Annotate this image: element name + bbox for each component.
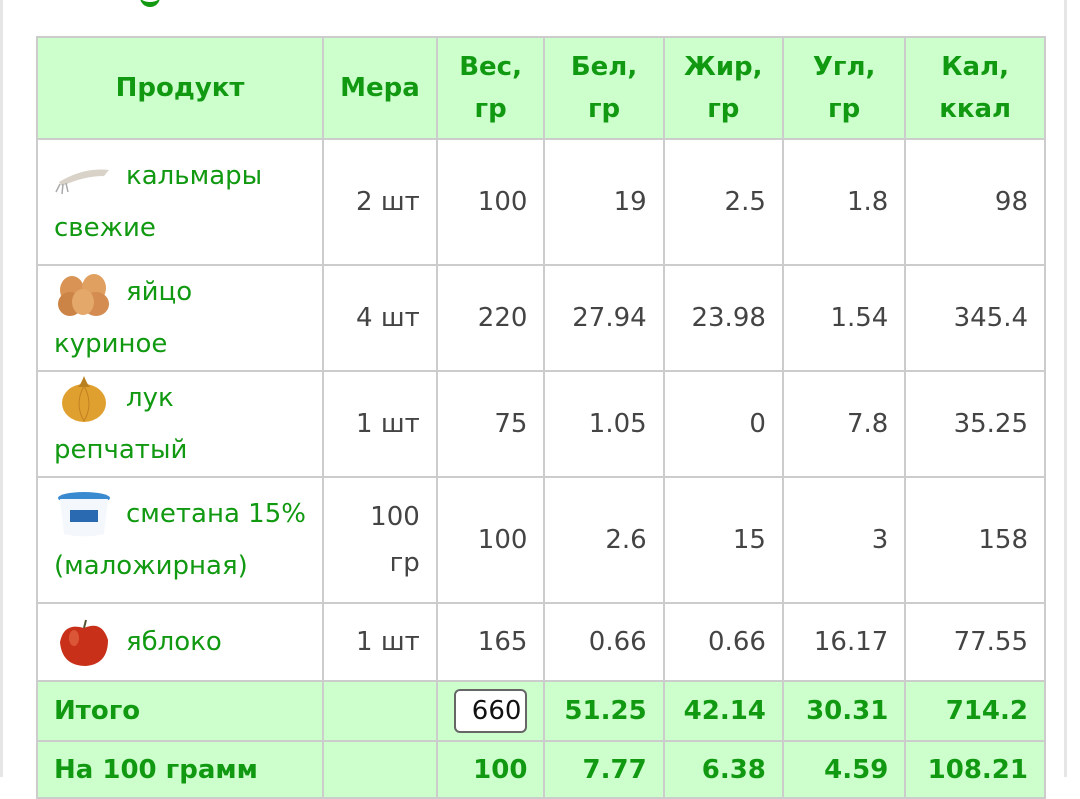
kcal-cell: 35.25 <box>904 370 1046 478</box>
fat-cell: 23.98 <box>662 264 784 372</box>
weight-cell: 220 <box>435 264 546 372</box>
per100-carbs: 4.59 <box>781 740 907 799</box>
product-cell: кальмары свежие <box>35 138 325 266</box>
header-row: Продукт Мера Вес, гр Бел, гр Жир, гр Угл… <box>35 36 1046 140</box>
per100-weight: 100 <box>435 740 546 799</box>
measure-cell: 4 шт <box>322 264 438 372</box>
measure-cell: 1 шт <box>322 602 438 682</box>
measure-cell: 100 гр <box>322 476 438 604</box>
weight-cell: 100 <box>435 138 546 266</box>
protein-cell: 0.66 <box>543 602 665 682</box>
product-link[interactable]: яблоко <box>126 627 222 657</box>
carbs-cell: 7.8 <box>781 370 907 478</box>
col-carbs: Угл, гр <box>781 36 907 140</box>
protein-cell: 27.94 <box>543 264 665 372</box>
kcal-cell: 77.55 <box>904 602 1046 682</box>
carbs-cell: 1.8 <box>781 138 907 266</box>
total-row: Итого 660 51.25 42.14 30.31 714.2 <box>35 680 1046 742</box>
table-row: яблоко 1 шт 165 0.66 0.66 16.17 77.55 <box>35 602 1046 682</box>
protein-cell: 2.6 <box>543 476 665 604</box>
nutrition-table: Продукт Мера Вес, гр Бел, гр Жир, гр Угл… <box>35 36 1046 799</box>
protein-cell: 1.05 <box>543 370 665 478</box>
product-link[interactable]: сметана 15% (маложирная) <box>54 499 306 581</box>
measure-cell: 1 шт <box>322 370 438 478</box>
heading-fragment <box>140 0 160 7</box>
per100-row: На 100 грамм 100 7.77 6.38 4.59 108.21 <box>35 740 1046 799</box>
per100-label: На 100 грамм <box>35 740 325 799</box>
fat-cell: 0.66 <box>662 602 784 682</box>
table-row: лук репчатый 1 шт 75 1.05 0 7.8 35.25 <box>35 370 1046 478</box>
total-measure <box>322 680 438 742</box>
weight-cell: 165 <box>435 602 546 682</box>
product-cell: лук репчатый <box>35 370 325 478</box>
kcal-cell: 158 <box>904 476 1046 604</box>
product-cell: яйцо куриное <box>35 264 325 372</box>
col-product: Продукт <box>35 36 325 140</box>
col-protein: Бел, гр <box>543 36 665 140</box>
product-cell: яблоко <box>35 602 325 682</box>
fat-cell: 0 <box>662 370 784 478</box>
total-fat: 42.14 <box>662 680 784 742</box>
col-kcal: Кал, ккал <box>904 36 1046 140</box>
eggs-icon <box>54 268 114 318</box>
weight-cell: 75 <box>435 370 546 478</box>
apple-icon <box>54 618 114 668</box>
product-link[interactable]: лук репчатый <box>54 383 188 465</box>
col-measure: Мера <box>322 36 438 140</box>
table-row: кальмары свежие 2 шт 100 19 2.5 1.8 98 <box>35 138 1046 266</box>
weight-cell: 100 <box>435 476 546 604</box>
product-cell: сметана 15% (маложирная) <box>35 476 325 604</box>
per100-kcal: 108.21 <box>904 740 1046 799</box>
onion-icon <box>54 374 114 424</box>
total-carbs: 30.31 <box>781 680 907 742</box>
carbs-cell: 1.54 <box>781 264 907 372</box>
fat-cell: 2.5 <box>662 138 784 266</box>
product-link[interactable]: яйцо куриное <box>54 277 193 359</box>
product-link[interactable]: кальмары свежие <box>54 161 263 243</box>
total-protein: 51.25 <box>543 680 665 742</box>
per100-measure <box>322 740 438 799</box>
total-label: Итого <box>35 680 325 742</box>
total-kcal: 714.2 <box>904 680 1046 742</box>
fat-cell: 15 <box>662 476 784 604</box>
kcal-cell: 98 <box>904 138 1046 266</box>
left-border <box>0 0 3 777</box>
per100-protein: 7.77 <box>543 740 665 799</box>
table-row: яйцо куриное 4 шт 220 27.94 23.98 1.54 3… <box>35 264 1046 372</box>
sour-cream-icon <box>54 490 114 540</box>
col-fat: Жир, гр <box>662 36 784 140</box>
carbs-cell: 16.17 <box>781 602 907 682</box>
right-border <box>1064 0 1067 777</box>
total-weight-input[interactable]: 660 <box>453 689 528 733</box>
table-row: сметана 15% (маложирная) 100 гр 100 2.6 … <box>35 476 1046 604</box>
kcal-cell: 345.4 <box>904 264 1046 372</box>
col-weight: Вес, гр <box>435 36 546 140</box>
carbs-cell: 3 <box>781 476 907 604</box>
squid-icon <box>54 152 114 202</box>
protein-cell: 19 <box>543 138 665 266</box>
per100-fat: 6.38 <box>662 740 784 799</box>
measure-cell: 2 шт <box>322 138 438 266</box>
